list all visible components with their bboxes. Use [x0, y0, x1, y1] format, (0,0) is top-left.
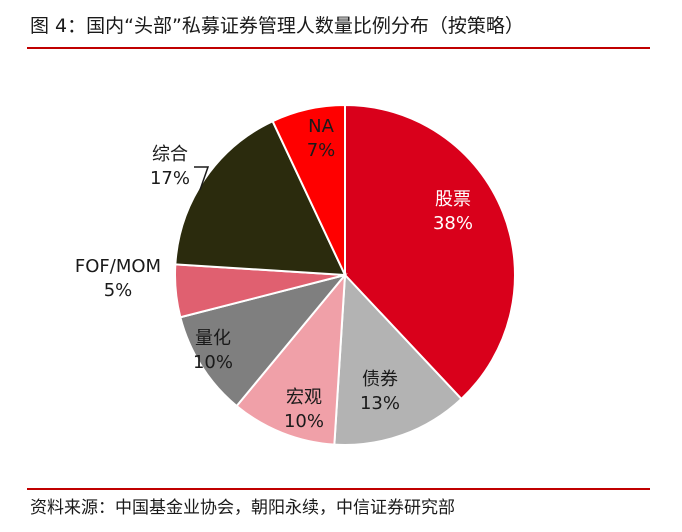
pie-slice-1 [333, 272, 463, 446]
pie-slice-0 [344, 103, 516, 401]
bottom-rule [27, 488, 650, 490]
pie-slice-3 [179, 273, 348, 408]
slice-label-6: NA [308, 116, 334, 137]
slice-label-2: 宏观 [286, 387, 322, 408]
slice-percent-1: 13% [360, 393, 400, 414]
pie-slice-2 [235, 271, 347, 446]
slice-percent-2: 10% [284, 411, 324, 432]
slice-percent-6: 7% [307, 140, 336, 161]
slice-label-0: 股票 [435, 189, 471, 210]
slice-percent-0: 38% [433, 213, 473, 234]
pie-slice-6 [271, 103, 346, 276]
slice-percent-4: 5% [104, 280, 133, 301]
slice-label-4: FOF/MOM [75, 256, 161, 277]
slice-label-1: 债券 [362, 369, 398, 390]
slice-percent-5: 17% [150, 168, 190, 189]
chart-title: 图 4：国内“头部”私募证券管理人数量比例分布（按策略） [30, 15, 524, 37]
source-note: 资料来源：中国基金业协会，朝阳永续，中信证券研究部 [30, 498, 455, 518]
slice-label-3: 量化 [195, 328, 231, 349]
slice-percent-3: 10% [193, 352, 233, 373]
leader-line [194, 166, 210, 191]
pie-slice-5 [174, 119, 347, 277]
top-rule [27, 47, 650, 49]
slice-label-5: 综合 [152, 144, 188, 165]
